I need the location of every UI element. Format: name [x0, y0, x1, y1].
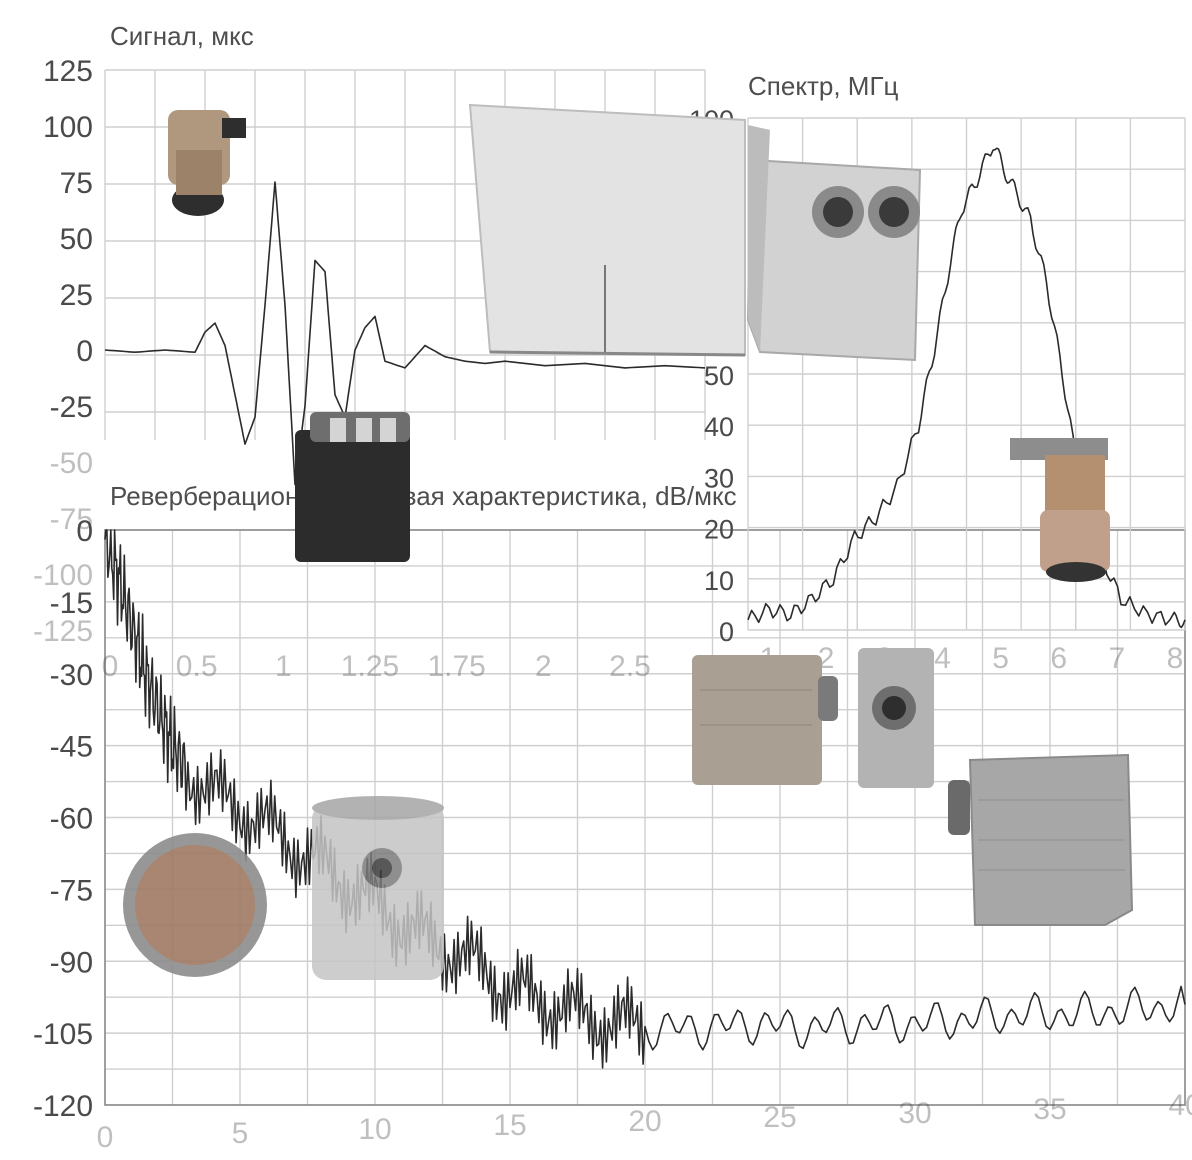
- y-tick-label: 75: [60, 167, 93, 200]
- probe-block-icon: [295, 412, 410, 562]
- x-tick-label: 4: [934, 642, 951, 675]
- y-tick-label: -75: [50, 503, 93, 536]
- x-tick-label: 1.25: [341, 650, 399, 683]
- x-tick-label: 25: [763, 1101, 796, 1134]
- x-tick-label: 10: [358, 1113, 391, 1146]
- x-tick-label: 6: [1050, 642, 1067, 675]
- y-tick-label: 25: [60, 279, 93, 312]
- x-tick-label: 30: [898, 1097, 931, 1130]
- y-tick-label: -50: [50, 447, 93, 480]
- y-tick-label: -75: [50, 874, 93, 907]
- y-tick-label: -90: [50, 946, 93, 979]
- probe-angle-icon: [1010, 438, 1110, 582]
- x-tick-label: 5: [992, 642, 1009, 675]
- reverb-x-ticks: 0 5 10 15 20 25 30 35 40: [97, 1089, 1192, 1154]
- reverb-title: Реверберационно-шумовая характеристика, …: [110, 481, 737, 511]
- y-tick-label: 30: [704, 463, 734, 493]
- y-tick-label: 0: [76, 335, 93, 368]
- y-tick-label: -105: [33, 1018, 93, 1051]
- probe-square-small-icon: [692, 655, 838, 785]
- spectrum-title: Спектр, МГц: [748, 71, 899, 101]
- x-tick-label: 2.5: [609, 650, 651, 683]
- reverb-frame: [104, 529, 1186, 1106]
- y-tick-label: 50: [704, 361, 734, 391]
- reverb-series-line: [104, 529, 1186, 1069]
- probe-twin-connector-icon: [746, 125, 922, 362]
- x-tick-label: 1.75: [427, 650, 485, 683]
- monitor-inset: [468, 103, 746, 357]
- spectrum-x-ticks: 12345678: [760, 642, 1184, 675]
- spectrum-grid: [747, 117, 1186, 631]
- x-tick-label: 0.5: [176, 650, 218, 683]
- x-tick-label: 7: [1109, 642, 1126, 675]
- x-tick-label: 35: [1033, 1093, 1066, 1126]
- y-tick-label: -125: [33, 615, 93, 648]
- y-tick-label: -15: [50, 587, 93, 620]
- x-tick-label: 2: [535, 650, 552, 683]
- y-tick-label: -60: [50, 803, 93, 836]
- x-tick-label: 1: [275, 650, 292, 683]
- x-tick-label: 40: [1168, 1089, 1192, 1122]
- probe-cylinder-icon: [168, 110, 246, 216]
- y-tick-label: 0: [76, 515, 93, 548]
- x-tick-label: 15: [493, 1109, 526, 1142]
- y-tick-label: 125: [43, 55, 93, 88]
- probe-large-block-icon: [948, 753, 1134, 926]
- y-tick-label: 50: [60, 223, 93, 256]
- reverb-panel: 0-15-30-45-60-75-90-105-120 0 5 10 15 20 25 30…: [33, 481, 1192, 1154]
- x-tick-label: 5: [232, 1117, 249, 1150]
- y-tick-label: -100: [33, 559, 93, 592]
- y-tick-label: -25: [50, 391, 93, 424]
- signal-title: Сигнал, мкс: [110, 21, 254, 51]
- x-tick-label: 0: [102, 650, 119, 683]
- y-tick-label: 20: [704, 515, 734, 545]
- y-tick-label: 10: [704, 566, 734, 596]
- y-tick-label: -120: [33, 1090, 93, 1123]
- y-tick-label: -45: [50, 731, 93, 764]
- x-tick-label: 0: [97, 1121, 114, 1154]
- y-tick-label: -30: [50, 659, 93, 692]
- y-tick-label: 100: [43, 111, 93, 144]
- signal-x-ticks: 0 0.5 1 1.25 1.75 2 2.5: [102, 650, 651, 683]
- probe-round-body-icon: [312, 796, 444, 980]
- x-tick-label: 20: [628, 1105, 661, 1138]
- y-tick-label: 40: [704, 412, 734, 442]
- probe-disc-icon: [123, 833, 267, 977]
- y-tick-label: 0: [719, 617, 734, 647]
- reverb-y-ticks: 0 -15 -30 -45 -60 -75 -90 -105 -120: [33, 515, 93, 1123]
- x-tick-label: 8: [1167, 642, 1184, 675]
- probe-connector-face-icon: [858, 648, 934, 788]
- signal-series-line: [104, 181, 706, 486]
- signal-y-ticks: 125 100 75 50 25 0 -25 -50 -75 -100 -125: [33, 55, 93, 648]
